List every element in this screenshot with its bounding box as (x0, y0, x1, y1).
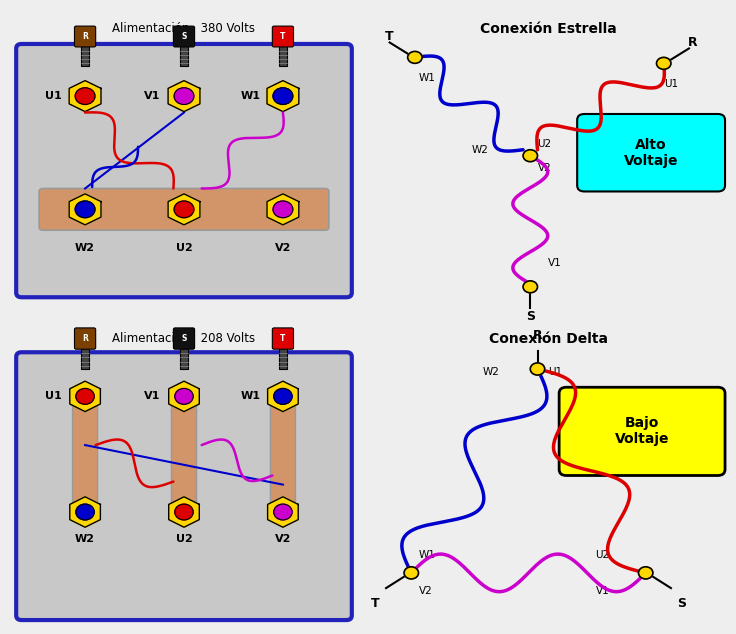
FancyBboxPatch shape (171, 394, 197, 514)
Text: Conexión Delta: Conexión Delta (489, 332, 608, 346)
Text: W1: W1 (241, 91, 261, 101)
Text: S: S (181, 32, 187, 41)
Circle shape (75, 201, 95, 217)
Text: W2: W2 (75, 534, 95, 545)
Polygon shape (69, 194, 101, 225)
Circle shape (75, 87, 95, 105)
Circle shape (657, 58, 671, 69)
Text: S: S (526, 310, 535, 323)
Circle shape (274, 389, 292, 404)
Text: V2: V2 (275, 534, 291, 545)
Text: Bajo
Voltaje: Bajo Voltaje (615, 417, 669, 446)
Text: V1: V1 (595, 586, 609, 596)
Text: Alto
Voltaje: Alto Voltaje (624, 138, 679, 168)
FancyBboxPatch shape (272, 26, 294, 47)
Text: W2: W2 (75, 243, 95, 253)
Polygon shape (70, 381, 100, 411)
Circle shape (273, 201, 293, 217)
FancyBboxPatch shape (73, 394, 98, 514)
Text: T: T (371, 597, 380, 611)
Text: U1: U1 (664, 79, 678, 89)
Text: V2: V2 (275, 243, 291, 253)
Polygon shape (268, 381, 298, 411)
Text: W2: W2 (471, 145, 488, 155)
FancyBboxPatch shape (74, 328, 96, 349)
Circle shape (76, 504, 94, 520)
FancyBboxPatch shape (577, 114, 725, 191)
FancyBboxPatch shape (272, 328, 294, 349)
Text: T: T (386, 30, 394, 43)
Text: V1: V1 (548, 258, 562, 268)
Polygon shape (268, 497, 298, 527)
Polygon shape (267, 81, 299, 112)
Text: U2: U2 (176, 243, 192, 253)
Text: T: T (280, 334, 286, 343)
Text: W2: W2 (482, 367, 499, 377)
FancyBboxPatch shape (74, 26, 96, 47)
Circle shape (174, 201, 194, 217)
FancyBboxPatch shape (180, 347, 188, 369)
Text: Alimentación   208 Volts: Alimentación 208 Volts (113, 332, 255, 346)
FancyBboxPatch shape (174, 328, 194, 349)
Text: V1: V1 (144, 391, 160, 401)
Text: U2: U2 (176, 534, 192, 545)
Text: V2: V2 (537, 163, 551, 172)
FancyBboxPatch shape (81, 46, 90, 67)
Circle shape (175, 389, 193, 404)
Text: U2: U2 (595, 550, 609, 560)
Circle shape (76, 389, 94, 404)
Circle shape (523, 281, 537, 293)
Polygon shape (169, 381, 199, 411)
Polygon shape (70, 497, 100, 527)
Polygon shape (267, 194, 299, 225)
Text: W1: W1 (419, 550, 436, 560)
Circle shape (530, 363, 545, 375)
FancyBboxPatch shape (270, 394, 295, 514)
Polygon shape (69, 81, 101, 112)
Text: W1: W1 (419, 74, 436, 83)
FancyBboxPatch shape (174, 26, 194, 47)
Circle shape (523, 150, 537, 162)
Text: V2: V2 (419, 586, 432, 596)
Text: R: R (687, 36, 698, 49)
Circle shape (273, 87, 293, 105)
FancyBboxPatch shape (81, 347, 90, 369)
Circle shape (639, 567, 653, 579)
Text: R: R (82, 32, 88, 41)
Text: U1: U1 (548, 367, 562, 377)
Text: V1: V1 (144, 91, 160, 101)
FancyBboxPatch shape (180, 46, 188, 67)
FancyBboxPatch shape (559, 387, 725, 476)
Text: U1: U1 (45, 391, 62, 401)
Text: S: S (181, 334, 187, 343)
FancyBboxPatch shape (278, 46, 287, 67)
Circle shape (408, 51, 422, 63)
FancyBboxPatch shape (16, 353, 352, 620)
Circle shape (175, 504, 193, 520)
Polygon shape (168, 81, 200, 112)
Text: T: T (280, 32, 286, 41)
FancyBboxPatch shape (39, 188, 329, 230)
Text: Conexión Estrella: Conexión Estrella (480, 22, 617, 36)
Circle shape (404, 567, 419, 579)
Text: U1: U1 (45, 91, 62, 101)
Text: R: R (533, 328, 542, 342)
Polygon shape (168, 194, 200, 225)
Text: U2: U2 (537, 139, 551, 149)
Circle shape (174, 87, 194, 105)
Text: W1: W1 (241, 391, 261, 401)
Polygon shape (169, 497, 199, 527)
Text: R: R (82, 334, 88, 343)
Text: Alimentación   380 Volts: Alimentación 380 Volts (113, 22, 255, 35)
FancyBboxPatch shape (16, 44, 352, 297)
FancyBboxPatch shape (278, 347, 287, 369)
Circle shape (274, 504, 292, 520)
Text: S: S (677, 597, 686, 611)
